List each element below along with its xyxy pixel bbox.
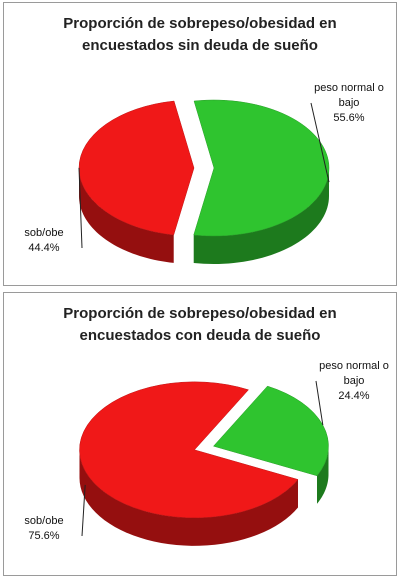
slice-top	[79, 381, 299, 519]
pie-plot	[78, 99, 330, 265]
value-label: 55.6%	[333, 112, 365, 124]
pie-plot	[79, 380, 329, 546]
category-label: sob/obe	[24, 515, 64, 527]
category-label: peso normal o bajo	[314, 82, 384, 109]
pie-slice	[79, 381, 299, 546]
leader-line	[78, 167, 83, 249]
category-label: sob/obe	[24, 227, 64, 239]
chart-panel: Proporción de sobrepeso/obesidad en encu…	[3, 2, 397, 286]
pie-slice	[193, 99, 330, 265]
leader-line	[310, 102, 330, 183]
chart-panel: Proporción de sobrepeso/obesidad en encu…	[3, 292, 397, 576]
slice-side	[79, 449, 298, 546]
data-label: sob/obe 44.4%	[4, 226, 84, 256]
value-label: 24.4%	[338, 390, 370, 402]
leader-line	[315, 380, 324, 426]
data-label: peso normal o bajo 24.4%	[314, 359, 394, 404]
chart-title: Proporción de sobrepeso/obesidad en encu…	[63, 305, 337, 344]
slice-top	[78, 100, 195, 236]
pie-slice	[78, 100, 195, 263]
slice-side	[79, 167, 174, 263]
slice-side	[193, 168, 329, 265]
leader-line	[81, 484, 86, 537]
data-label: peso normal o bajo 55.6%	[309, 81, 389, 126]
category-label: peso normal o bajo	[319, 360, 389, 387]
slice-side	[317, 446, 329, 504]
data-label: sob/obe 75.6%	[4, 514, 84, 544]
chart-title: Proporción de sobrepeso/obesidad en encu…	[63, 15, 337, 54]
value-label: 75.6%	[28, 530, 60, 542]
value-label: 44.4%	[28, 242, 60, 254]
slice-top	[193, 99, 330, 237]
